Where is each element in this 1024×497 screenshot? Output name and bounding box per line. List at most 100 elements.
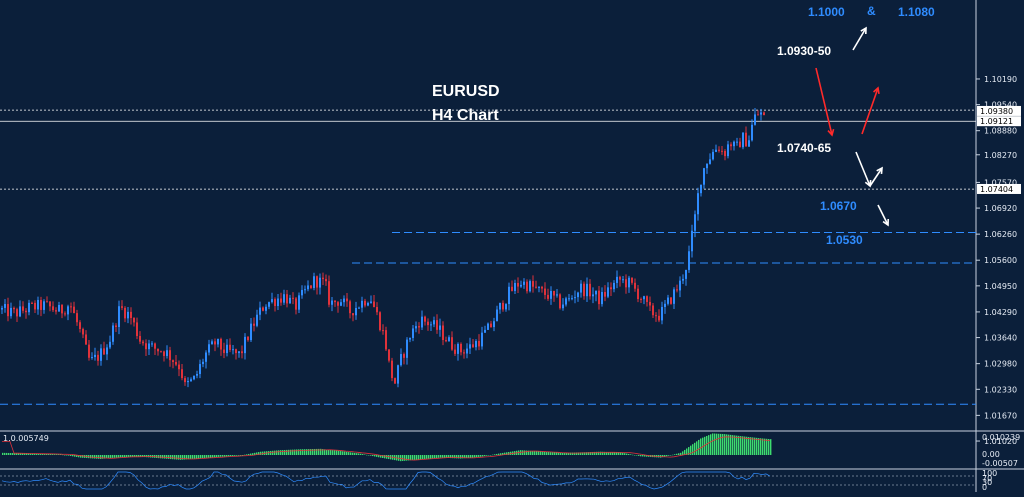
macd-bar bbox=[110, 455, 112, 459]
candle-body bbox=[688, 251, 690, 270]
macd-bar bbox=[324, 449, 326, 455]
macd-bar bbox=[600, 451, 602, 455]
macd-bar bbox=[458, 455, 460, 459]
candle-body bbox=[703, 168, 705, 185]
candle-body bbox=[595, 290, 597, 295]
candle-body bbox=[364, 300, 366, 306]
candle-body bbox=[55, 310, 57, 312]
macd-bar bbox=[362, 454, 364, 455]
macd-bar bbox=[186, 455, 188, 460]
macd-bar bbox=[348, 452, 350, 455]
candle-body bbox=[1, 307, 3, 310]
target-amp-label: & bbox=[867, 4, 876, 18]
macd-bar bbox=[162, 455, 164, 459]
candle-body bbox=[649, 301, 651, 306]
macd-bar bbox=[122, 455, 124, 458]
candle-body bbox=[733, 141, 735, 147]
candle-body bbox=[706, 163, 708, 169]
candle-body bbox=[673, 289, 675, 304]
candle-body bbox=[250, 323, 252, 341]
candle-body bbox=[700, 184, 702, 194]
candle-body bbox=[328, 281, 330, 305]
candle-body bbox=[289, 297, 291, 304]
macd-bar bbox=[666, 455, 668, 457]
candle-body bbox=[451, 337, 453, 350]
macd-bar bbox=[764, 438, 766, 455]
candle-body bbox=[184, 378, 186, 383]
macd-bar bbox=[454, 455, 456, 459]
candle-body bbox=[634, 282, 636, 289]
macd-bar bbox=[708, 435, 710, 455]
macd-bar bbox=[410, 455, 412, 461]
candle-body bbox=[70, 306, 72, 308]
macd-bar bbox=[556, 452, 558, 455]
macd-bar bbox=[608, 451, 610, 455]
macd-bar bbox=[352, 452, 354, 455]
candle-body bbox=[94, 354, 96, 358]
y-tick-label: 1.01020 bbox=[984, 437, 1017, 446]
macd-bar bbox=[354, 452, 356, 455]
candle-body bbox=[124, 307, 126, 319]
candle-body bbox=[586, 283, 588, 297]
candle-body bbox=[190, 379, 192, 382]
macd-bar bbox=[490, 455, 492, 456]
candle-body bbox=[562, 304, 564, 309]
macd-bar bbox=[610, 452, 612, 455]
candle-body bbox=[127, 311, 129, 319]
candle-body bbox=[538, 286, 540, 288]
candle-body bbox=[526, 281, 528, 292]
candle-body bbox=[361, 300, 363, 308]
candle-body bbox=[694, 214, 696, 231]
macd-bar bbox=[740, 436, 742, 455]
candle-body bbox=[64, 313, 66, 315]
candle-body bbox=[292, 297, 294, 299]
macd-bar bbox=[42, 453, 44, 455]
macd-bar bbox=[306, 449, 308, 455]
candle-body bbox=[229, 344, 231, 350]
macd-bar bbox=[20, 453, 22, 455]
macd-bar bbox=[270, 450, 272, 455]
candle-body bbox=[394, 378, 396, 384]
macd-bar bbox=[240, 455, 242, 456]
candle-body bbox=[268, 302, 270, 307]
candle-body bbox=[418, 326, 420, 328]
candle-body bbox=[631, 277, 633, 283]
candle-body bbox=[322, 277, 324, 280]
macd-bar bbox=[486, 455, 488, 456]
macd-bar bbox=[476, 455, 478, 458]
candle-body bbox=[106, 347, 108, 355]
candle-body bbox=[316, 276, 318, 288]
candle-body bbox=[757, 114, 759, 116]
macd-bar bbox=[612, 452, 614, 455]
macd-bar bbox=[294, 449, 296, 455]
macd-bar bbox=[82, 455, 84, 458]
candle-body bbox=[19, 306, 21, 317]
macd-bar bbox=[134, 455, 136, 457]
macd-bar bbox=[76, 455, 78, 457]
candle-body bbox=[355, 307, 357, 316]
macd-bar bbox=[534, 451, 536, 455]
arrow-down-white bbox=[855, 151, 871, 187]
y-tick-label: 1.02330 bbox=[984, 385, 1017, 394]
macd-bar bbox=[282, 450, 284, 455]
macd-bar bbox=[446, 455, 448, 458]
candle-body bbox=[409, 337, 411, 340]
candle-body bbox=[379, 312, 381, 331]
macd-bar bbox=[748, 436, 750, 455]
macd-bar bbox=[272, 450, 274, 455]
candle-body bbox=[58, 304, 60, 312]
macd-bar bbox=[720, 433, 722, 455]
candle-body bbox=[154, 343, 156, 349]
candle-body bbox=[160, 351, 162, 353]
candle-body bbox=[760, 112, 762, 115]
y-tick-label: 1.06260 bbox=[984, 230, 1017, 239]
macd-bar bbox=[732, 435, 734, 455]
arrow-down-1053-head bbox=[882, 218, 890, 227]
candle-body bbox=[523, 281, 525, 285]
candle-body bbox=[163, 351, 165, 356]
candle-body bbox=[517, 282, 519, 287]
candle-body bbox=[121, 306, 123, 308]
macd-bar bbox=[132, 455, 134, 457]
macd-bar bbox=[682, 451, 684, 455]
macd-bar bbox=[492, 454, 494, 456]
